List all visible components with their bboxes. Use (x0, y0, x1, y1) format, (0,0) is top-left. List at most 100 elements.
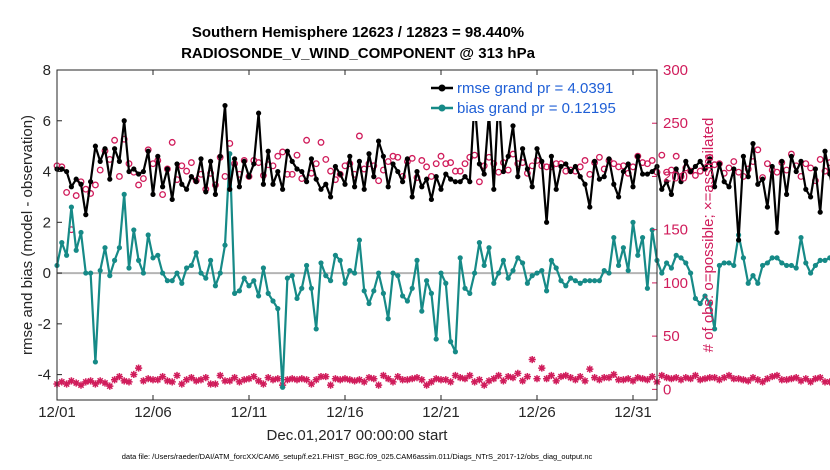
possible-obs-marker (183, 167, 191, 175)
bias-point (510, 267, 516, 274)
rmse-point (640, 171, 646, 177)
x-tick-label: 12/01 (38, 404, 76, 421)
bias-point (280, 384, 286, 390)
assimilated-obs-marker (735, 375, 743, 383)
rmse-point (644, 171, 651, 177)
rmse-point (270, 181, 276, 187)
bias-point (217, 270, 223, 276)
bias-point (481, 262, 487, 269)
rmse-point (707, 156, 713, 162)
rmse-point (491, 186, 497, 192)
assimilated-obs-marker (346, 376, 354, 384)
bias-point (611, 234, 617, 241)
assimilated-obs-marker (787, 375, 795, 383)
bias-point (409, 285, 415, 291)
bias-point (577, 280, 583, 286)
assimilated-obs-marker (576, 372, 584, 381)
rmse-point (246, 174, 252, 180)
y-tick-label-right: 100 (663, 275, 688, 292)
assimilated-obs-marker (245, 375, 253, 383)
bias-point (275, 306, 281, 312)
possible-obs-marker (730, 158, 738, 165)
assimilated-obs-marker (615, 376, 623, 384)
bias-point (198, 270, 204, 276)
bias-point (342, 280, 348, 286)
rmse-point (659, 186, 665, 192)
axes-layer: 12/01 12/06 12/11 12/16 12/21 12/26 12/31 -4 -2 0… (38, 62, 688, 421)
bias-point (721, 260, 727, 266)
bias-point (635, 252, 641, 258)
assimilated-obs-marker (442, 376, 450, 384)
possible-obs-marker (293, 151, 301, 159)
rmse-point (745, 174, 751, 180)
bias-point (500, 257, 506, 263)
assimilated-obs-marker (619, 376, 627, 384)
rmse-point (568, 168, 574, 175)
rmse-point (625, 161, 631, 167)
assimilated-obs-marker (379, 371, 387, 380)
y-tick-label-right: 150 (663, 222, 688, 239)
assimilated-obs-marker (701, 375, 709, 383)
assimilated-obs-marker (384, 375, 392, 383)
bias-point (750, 273, 756, 279)
assimilated-obs-marker (187, 374, 195, 382)
assimilated-obs-marker (327, 381, 335, 389)
bias-point (563, 283, 569, 289)
bias-point (414, 257, 420, 263)
bias-point (702, 293, 708, 299)
rmse-point (620, 168, 627, 175)
rmse-point (361, 186, 367, 192)
assimilated-obs-marker (547, 371, 555, 380)
bias-point (692, 295, 699, 302)
rmse-point (107, 176, 113, 182)
x-tick-label: 12/31 (614, 404, 652, 421)
bias-point (174, 270, 180, 276)
legend-marker-bias (438, 104, 446, 112)
x-tick-label: 12/11 (231, 404, 267, 421)
possible-obs-marker (303, 136, 311, 144)
bias-point (160, 270, 166, 276)
bias-point (707, 300, 713, 307)
rmse-point (520, 146, 526, 152)
assimilated-obs-marker (682, 374, 690, 382)
bias-point (548, 257, 555, 263)
bias-point (112, 257, 118, 263)
bias-point (188, 262, 194, 269)
bias-point (400, 293, 406, 299)
bias-point (539, 267, 545, 274)
assimilated-obs-marker (235, 378, 243, 386)
possible-obs-marker (355, 132, 363, 140)
assimilated-obs-marker (423, 381, 431, 389)
x-tick-label: 12/21 (422, 404, 460, 421)
bias-point (683, 260, 689, 266)
bias-point (73, 247, 79, 253)
assimilated-obs-marker (610, 370, 618, 379)
rmse-point (217, 153, 223, 159)
assimilated-obs-marker (58, 378, 66, 386)
rmse-line (57, 94, 830, 242)
bias-point (808, 270, 814, 276)
y-tick-label-left: -4 (38, 367, 51, 384)
rmse-point (433, 174, 439, 180)
assimilated-obs-marker (231, 374, 239, 382)
rmse-point (395, 168, 401, 175)
assimilated-obs-marker (418, 376, 426, 384)
y-tick-label-left: 4 (43, 164, 51, 181)
rmse-point (740, 153, 747, 159)
assimilated-obs-marker (375, 381, 383, 389)
possible-obs-marker (423, 163, 431, 171)
bias-point (390, 270, 396, 276)
y-tick-label-right: 200 (663, 168, 688, 185)
assimilated-obs-marker (192, 377, 200, 385)
bias-point (313, 326, 319, 332)
assimilated-obs-marker (663, 374, 671, 382)
assimilated-obs-marker (67, 377, 75, 385)
rmse-point (784, 191, 790, 197)
bias-point (745, 280, 751, 286)
possible-obs-marker (91, 181, 99, 189)
bias-point (107, 273, 113, 279)
bias-point (256, 293, 262, 299)
bias-point (716, 262, 723, 269)
bias-point (524, 280, 531, 286)
assimilated-obs-marker (461, 375, 469, 383)
